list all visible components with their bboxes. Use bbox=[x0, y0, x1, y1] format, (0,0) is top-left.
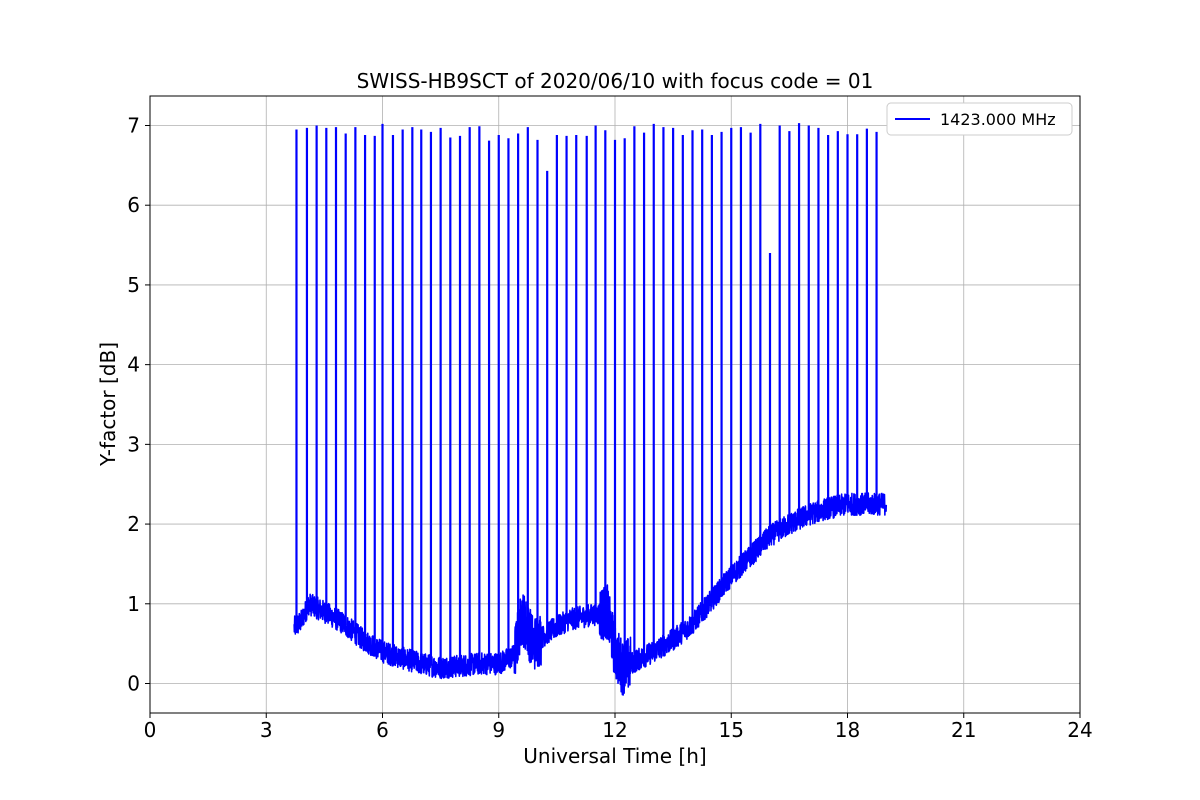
x-axis-ticks: 0 3 6 9 12 15 18 21 24 bbox=[144, 713, 1093, 742]
chart-title: SWISS-HB9SCT of 2020/06/10 with focus co… bbox=[357, 69, 874, 93]
x-tick-label: 15 bbox=[719, 718, 744, 742]
x-tick-label: 6 bbox=[376, 718, 389, 742]
legend-box bbox=[886, 102, 1073, 136]
y-tick-label: 2 bbox=[127, 512, 140, 536]
plot-series bbox=[293, 123, 888, 696]
x-tick-label: 12 bbox=[602, 718, 627, 742]
legend: 1423.000 MHz bbox=[886, 102, 1073, 136]
y-tick-label: 4 bbox=[127, 353, 140, 377]
y-tick-label: 6 bbox=[127, 193, 140, 217]
y-tick-label: 7 bbox=[127, 113, 140, 137]
x-axis-label: Universal Time [h] bbox=[523, 744, 706, 768]
x-tick-label: 0 bbox=[144, 718, 157, 742]
x-tick-label: 3 bbox=[260, 718, 273, 742]
y-axis-ticks: 0 1 2 3 4 5 6 7 bbox=[127, 113, 150, 696]
x-tick-label: 18 bbox=[835, 718, 860, 742]
x-tick-label: 24 bbox=[1067, 718, 1092, 742]
y-tick-label: 5 bbox=[127, 273, 140, 297]
y-tick-label: 3 bbox=[127, 432, 140, 456]
y-axis-label: Y-factor [dB] bbox=[96, 342, 120, 467]
x-tick-label: 21 bbox=[951, 718, 976, 742]
y-tick-label: 1 bbox=[127, 592, 140, 616]
y-tick-label: 0 bbox=[127, 672, 140, 696]
legend-label: 1423.000 MHz bbox=[940, 110, 1056, 129]
x-tick-label: 9 bbox=[492, 718, 505, 742]
